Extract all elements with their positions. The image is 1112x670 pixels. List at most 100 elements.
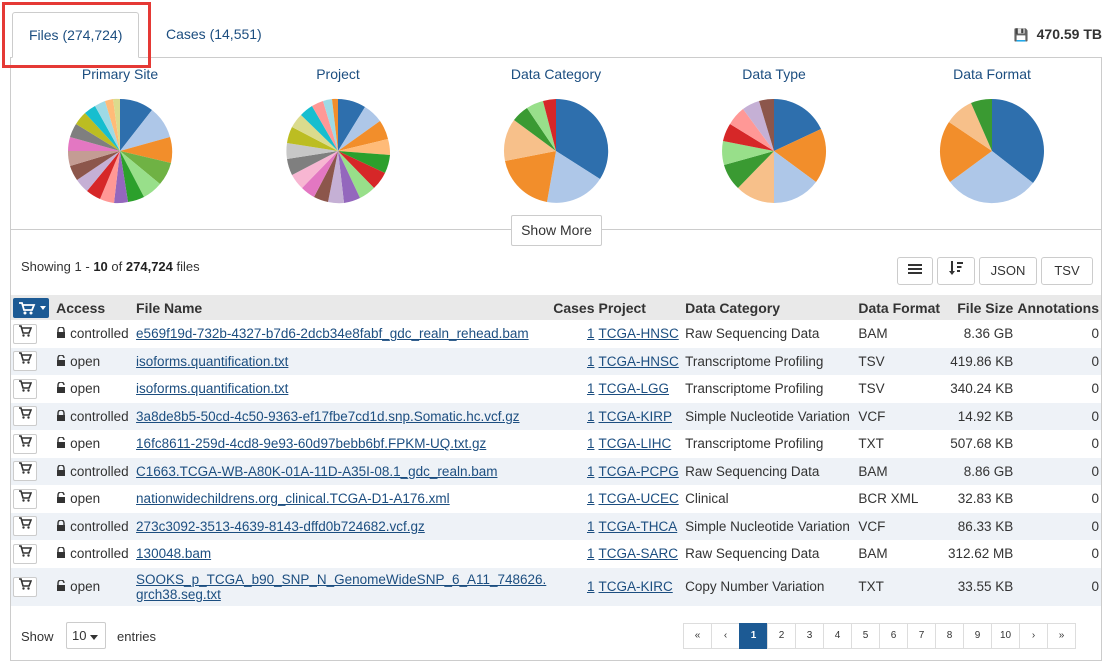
file-name-link[interactable]: nationwidechildrens.org_clinical.TCGA-D1… bbox=[136, 491, 450, 507]
cases-link[interactable]: 1 bbox=[586, 518, 595, 534]
project-link[interactable]: TCGA-KIRP bbox=[598, 408, 673, 424]
project-link[interactable]: TCGA-THCA bbox=[598, 518, 678, 534]
add-to-cart-button[interactable] bbox=[13, 406, 37, 427]
add-to-cart-button[interactable] bbox=[13, 378, 37, 399]
col-file-name[interactable]: File Name bbox=[134, 295, 549, 320]
project-link[interactable]: TCGA-UCEC bbox=[598, 491, 679, 507]
data-category-cell: Clinical bbox=[685, 491, 729, 507]
page-button[interactable]: ‹ bbox=[711, 623, 740, 649]
col-project[interactable]: Project bbox=[596, 295, 684, 320]
file-name-link[interactable]: 130048.bam bbox=[136, 546, 212, 562]
page-button[interactable]: 2 bbox=[767, 623, 796, 649]
page-button[interactable]: 9 bbox=[963, 623, 992, 649]
json-export-button[interactable]: JSON bbox=[979, 257, 1037, 285]
page-button[interactable]: 8 bbox=[935, 623, 964, 649]
project-link[interactable]: TCGA-KIRC bbox=[598, 579, 673, 594]
file-name-link-cont[interactable]: grch38.seg.txt bbox=[136, 586, 221, 602]
showing-total: 274,724 bbox=[125, 259, 173, 274]
add-to-cart-button[interactable] bbox=[13, 323, 37, 344]
file-name-link[interactable]: 16fc8611-259d-4cd8-9e93-60d97bebb6bf.FPK… bbox=[136, 436, 487, 452]
page-button[interactable]: › bbox=[1019, 623, 1048, 649]
chart-data-type[interactable]: Data Type bbox=[665, 66, 883, 206]
access-cell: controlled bbox=[54, 540, 134, 568]
cases-cell: 1 bbox=[548, 347, 597, 375]
cases-link[interactable]: 1 bbox=[586, 408, 595, 424]
cases-cell: 1 bbox=[548, 430, 596, 458]
file-name-link[interactable]: isoforms.quantification.txt bbox=[136, 381, 289, 397]
page-button[interactable]: » bbox=[1047, 623, 1076, 649]
show-more-button[interactable]: Show More bbox=[511, 215, 602, 246]
entries-select[interactable]: 10 bbox=[66, 622, 106, 649]
chart-project[interactable]: Project bbox=[229, 66, 447, 206]
chart-primary-site[interactable]: Primary Site bbox=[11, 66, 229, 206]
col-annotations[interactable]: Annotations bbox=[1015, 295, 1101, 320]
add-to-cart-button[interactable] bbox=[13, 516, 37, 537]
pie-primary-site[interactable] bbox=[65, 96, 175, 206]
project-link[interactable]: TCGA-HNSC bbox=[598, 353, 679, 369]
chart-data-format[interactable]: Data Format bbox=[883, 66, 1101, 206]
cases-link[interactable]: 1 bbox=[586, 579, 595, 594]
file-name-link[interactable]: 273c3092-3513-4639-8143-dffd0b724682.vcf… bbox=[136, 518, 425, 534]
page-button[interactable]: 5 bbox=[851, 623, 880, 649]
cart-all-button[interactable] bbox=[13, 297, 49, 318]
project-link[interactable]: TCGA-LIHC bbox=[598, 436, 672, 452]
cases-link[interactable]: 1 bbox=[586, 546, 595, 562]
project-link[interactable]: TCGA-LGG bbox=[598, 381, 670, 397]
annotations-cell: 0 bbox=[1091, 326, 1099, 342]
access-label: controlled bbox=[70, 463, 129, 479]
pie-data-format[interactable] bbox=[937, 96, 1047, 206]
file-size-cell: 507.68 KB bbox=[950, 436, 1014, 452]
pie-data-type[interactable] bbox=[719, 96, 829, 206]
pie-project[interactable] bbox=[283, 96, 393, 206]
access-label: controlled bbox=[70, 518, 129, 534]
tab-files[interactable]: Files (274,724) bbox=[12, 12, 140, 58]
file-name-link[interactable]: isoforms.quantification.txt bbox=[136, 353, 289, 369]
cart-all-header[interactable] bbox=[11, 295, 55, 320]
file-name-link[interactable]: 3a8de8b5-50cd-4c50-9363-ef17fbe7cd1d.snp… bbox=[136, 408, 520, 424]
page-button[interactable]: 6 bbox=[879, 623, 908, 649]
tab-cases[interactable]: Cases (14,551) bbox=[166, 26, 262, 42]
file-name-cell: e569f19d-732b-4327-b7d6-2dcb34e8fabf_gdc… bbox=[134, 320, 548, 348]
add-to-cart-button[interactable] bbox=[13, 433, 37, 454]
sort-button[interactable] bbox=[937, 257, 975, 285]
cases-link[interactable]: 1 bbox=[586, 463, 595, 479]
page-button[interactable]: 3 bbox=[795, 623, 824, 649]
add-to-cart-button[interactable] bbox=[13, 461, 37, 482]
columns-button[interactable] bbox=[897, 257, 933, 285]
cases-link[interactable]: 1 bbox=[586, 353, 595, 369]
add-to-cart-button[interactable] bbox=[13, 543, 37, 564]
file-name-link[interactable]: e569f19d-732b-4327-b7d6-2dcb34e8fabf_gdc… bbox=[136, 326, 529, 342]
file-size-cell: 8.36 GB bbox=[963, 326, 1014, 342]
project-link[interactable]: TCGA-PCPG bbox=[598, 463, 679, 479]
add-to-cart-button[interactable] bbox=[13, 488, 37, 509]
col-access[interactable]: Access bbox=[54, 295, 135, 320]
unlock-icon bbox=[57, 579, 66, 591]
project-link[interactable]: TCGA-HNSC bbox=[598, 326, 679, 342]
cases-link[interactable]: 1 bbox=[586, 381, 595, 397]
page-button[interactable]: 10 bbox=[991, 623, 1020, 649]
page-button[interactable]: « bbox=[683, 623, 712, 649]
cases-cell: 1 bbox=[548, 375, 596, 403]
summary-charts: Primary Site bbox=[11, 58, 1101, 230]
pie-data-category[interactable] bbox=[501, 96, 611, 206]
files-panel: Primary Site bbox=[10, 57, 1102, 661]
page-button[interactable]: 1 bbox=[739, 623, 768, 649]
cases-link[interactable]: 1 bbox=[586, 436, 595, 452]
file-name-link[interactable]: SOOKS_p_TCGA_b90_SNP_N_GenomeWideSNP_6_A… bbox=[136, 571, 547, 587]
cases-link[interactable]: 1 bbox=[586, 491, 595, 507]
row-cart-cell bbox=[11, 457, 55, 485]
page-button[interactable]: 7 bbox=[907, 623, 936, 649]
add-to-cart-button[interactable] bbox=[13, 351, 37, 372]
col-cases[interactable]: Cases bbox=[548, 295, 597, 320]
tsv-export-button[interactable]: TSV bbox=[1041, 257, 1093, 285]
add-to-cart-button[interactable] bbox=[13, 576, 37, 597]
annotations-cell: 0 bbox=[1091, 546, 1099, 562]
project-link[interactable]: TCGA-SARC bbox=[598, 546, 679, 562]
col-data-format[interactable]: Data Format bbox=[856, 295, 946, 320]
page-button[interactable]: 4 bbox=[823, 623, 852, 649]
cases-link[interactable]: 1 bbox=[586, 326, 595, 342]
col-data-category[interactable]: Data Category bbox=[683, 295, 857, 320]
chart-data-category[interactable]: Data Category bbox=[447, 66, 665, 206]
col-file-size[interactable]: File Size bbox=[945, 295, 1016, 320]
file-name-link[interactable]: C1663.TCGA-WB-A80K-01A-11D-A35I-08.1_gdc… bbox=[136, 463, 498, 479]
